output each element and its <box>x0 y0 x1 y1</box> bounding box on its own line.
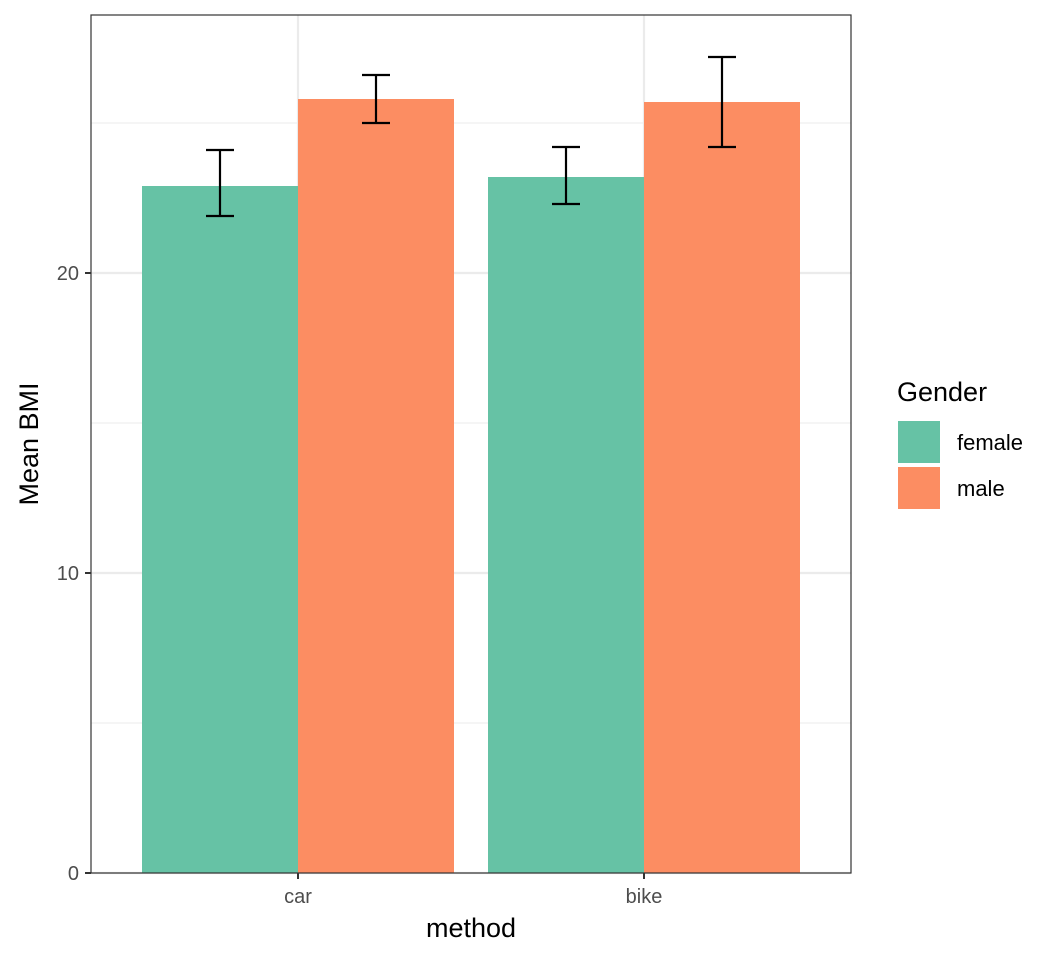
bar-female-car <box>142 186 298 873</box>
bar-male-car <box>298 99 454 873</box>
bar-female-bike <box>488 177 644 873</box>
y-axis-tick-label: 10 <box>57 563 79 585</box>
x-axis-tick-label: bike <box>626 886 663 908</box>
y-axis-tick-label: 20 <box>57 263 79 285</box>
bar-male-bike <box>644 102 800 873</box>
legend: Gender female male <box>897 377 1023 509</box>
legend-key-male <box>898 467 940 509</box>
bars <box>142 99 800 873</box>
x-axis-title: method <box>426 913 516 943</box>
legend-label-female: female <box>957 430 1023 455</box>
legend-title: Gender <box>897 377 987 407</box>
plot-panel-border <box>90 14 852 874</box>
y-axis-title: Mean BMI <box>14 382 44 505</box>
error-bars <box>206 55 736 218</box>
x-axis-tick-label: car <box>284 886 312 908</box>
y-axis-tick-label: 0 <box>68 863 79 885</box>
axes: 0 10 20 car bike <box>57 263 663 908</box>
legend-label-male: male <box>957 476 1005 501</box>
legend-key-female <box>898 421 940 463</box>
